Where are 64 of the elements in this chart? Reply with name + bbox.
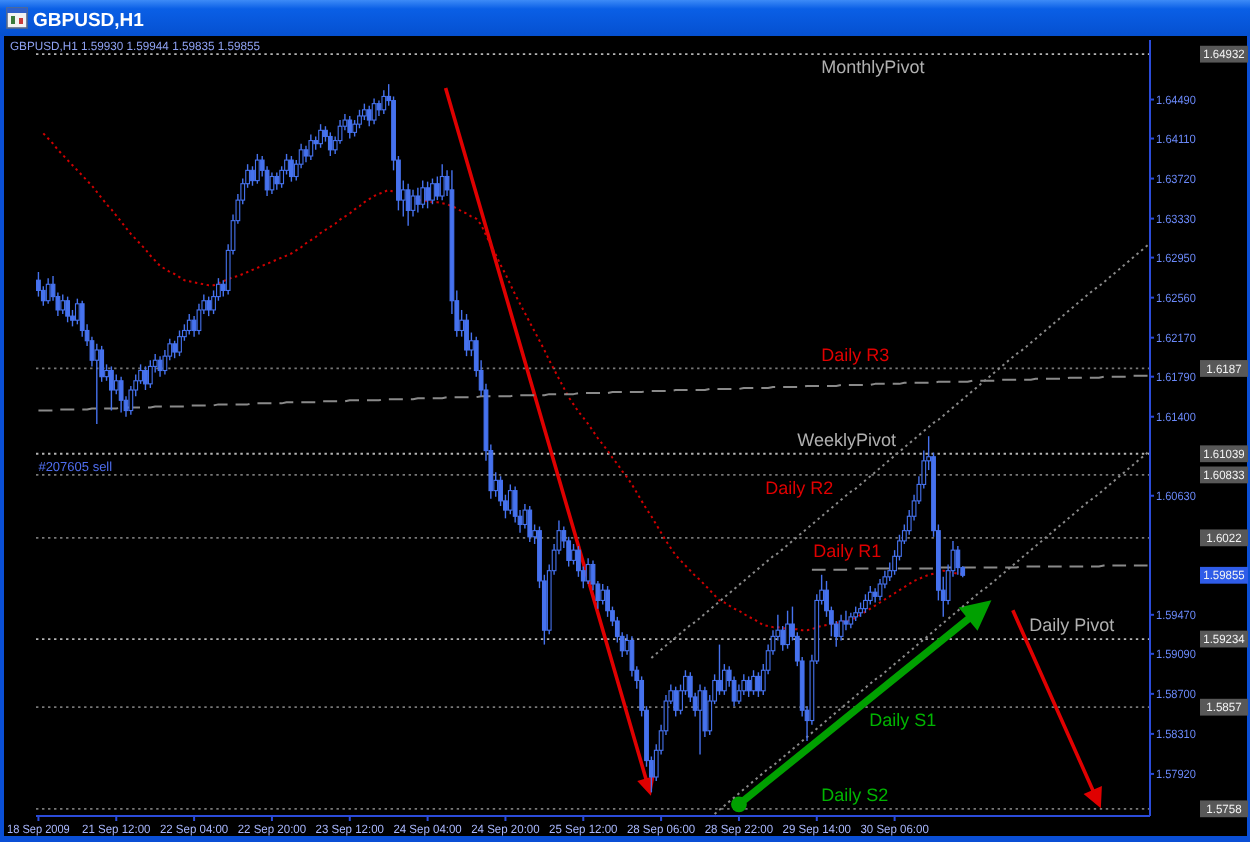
- candlestick: [94, 343, 100, 425]
- candlestick: [269, 171, 275, 195]
- candlestick: [877, 578, 883, 602]
- candlestick: [118, 375, 124, 414]
- candlestick: [74, 297, 80, 326]
- candlestick: [45, 277, 51, 305]
- candlestick: [36, 271, 41, 298]
- candlestick: [79, 300, 85, 338]
- candlestick: [600, 583, 606, 606]
- candlestick: [420, 179, 426, 210]
- candlestick: [250, 165, 255, 187]
- ref-line-label: WeeklyPivot: [797, 430, 898, 451]
- ref-line-label: Daily Pivot: [1029, 615, 1116, 636]
- candlestick: [751, 669, 756, 696]
- candlestick: [206, 295, 212, 317]
- candlestick: [741, 673, 747, 696]
- candlestick: [838, 614, 844, 642]
- candlestick: [756, 671, 761, 698]
- candlestick: [357, 109, 362, 129]
- candlestick: [464, 313, 469, 357]
- candlestick: [381, 89, 387, 115]
- candlestick: [425, 180, 430, 210]
- candlestick: [405, 183, 411, 227]
- ref-line-label: Daily R2: [765, 478, 834, 499]
- candlestick: [147, 359, 153, 389]
- candlestick: [863, 593, 868, 614]
- candlestick: [196, 303, 202, 336]
- candlestick: [527, 505, 533, 543]
- candlestick: [318, 123, 323, 149]
- candlestick: [143, 365, 148, 391]
- candlestick: [872, 587, 878, 604]
- line-series: [713, 451, 1149, 815]
- candlestick: [60, 293, 66, 315]
- ref-line-label: Daily R1: [813, 541, 882, 562]
- candlestick: [867, 585, 873, 606]
- candlestick: [785, 610, 790, 650]
- ref-line-label: MonthlyPivot: [821, 57, 926, 78]
- chart-title: GBPUSD,H1: [33, 9, 146, 32]
- candlestick: [439, 163, 445, 201]
- candlestick: [410, 189, 416, 218]
- candlestick: [177, 329, 182, 357]
- candlestick: [430, 177, 435, 205]
- candlestick: [371, 97, 377, 125]
- candlestick: [366, 104, 372, 127]
- candlestick: [571, 543, 576, 566]
- candlestick: [254, 153, 260, 185]
- ref-line-label: Daily S2: [821, 785, 889, 806]
- candlestick: [288, 155, 294, 183]
- candlestick: [415, 187, 421, 214]
- ref-line-label: Daily R3: [821, 344, 890, 365]
- ref-line-label: Daily S1: [869, 710, 937, 731]
- candlestick: [308, 133, 314, 161]
- candlestick: [507, 483, 513, 515]
- candlestick: [585, 557, 591, 585]
- candlestick: [717, 643, 722, 696]
- candlestick: [327, 131, 333, 157]
- candlestick: [746, 675, 752, 698]
- candlestick: [605, 585, 610, 618]
- candlestick: [186, 313, 192, 336]
- candlestick: [109, 365, 114, 412]
- candlestick: [347, 115, 353, 140]
- candlestick: [65, 295, 71, 323]
- candlestick: [673, 685, 679, 718]
- candlestick: [955, 545, 961, 576]
